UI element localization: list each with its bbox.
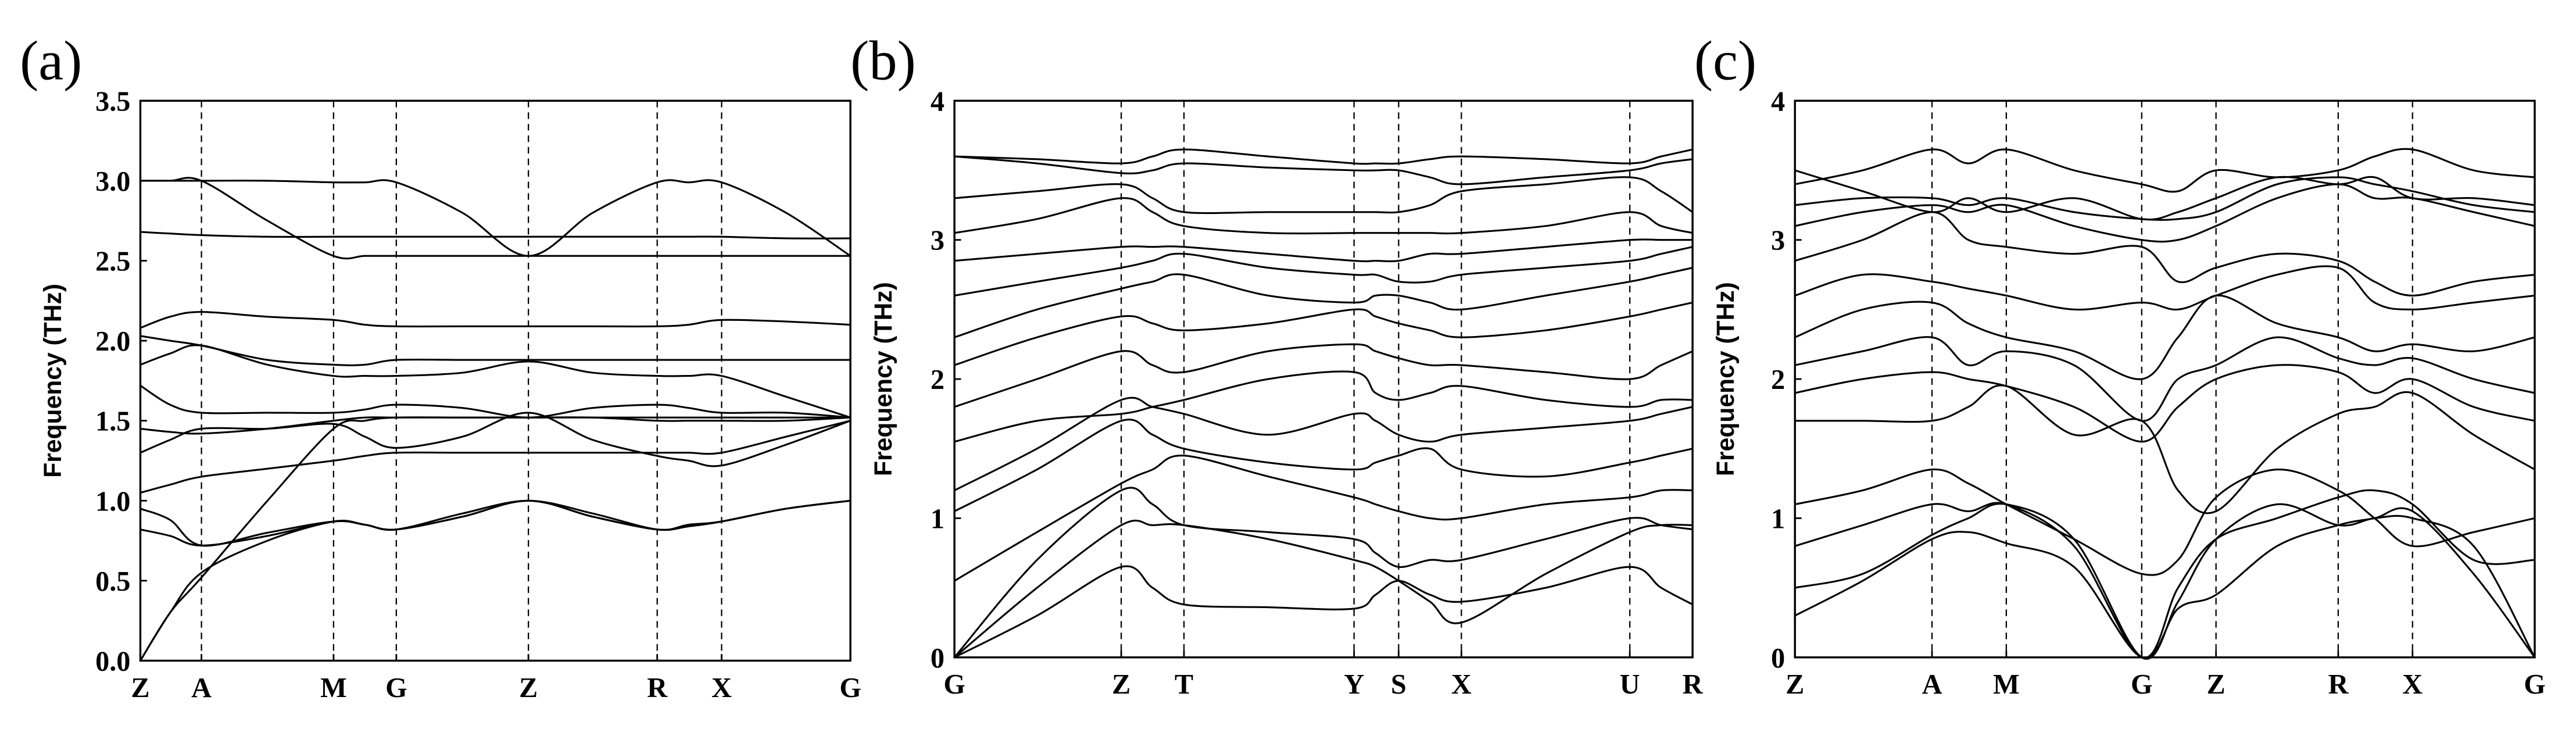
band-line bbox=[954, 267, 1693, 338]
x-tick-label: T bbox=[1175, 669, 1193, 700]
band-line bbox=[140, 177, 851, 260]
y-tick-label: 3.0 bbox=[95, 166, 130, 197]
x-tick-label: Z bbox=[1112, 669, 1130, 700]
x-tick-label: Z bbox=[1786, 669, 1804, 700]
y-tick-label: 4 bbox=[931, 86, 944, 117]
band-line bbox=[1794, 148, 2535, 193]
x-tick-label: M bbox=[320, 673, 347, 703]
x-tick-label: X bbox=[1451, 669, 1472, 700]
x-tick-label: Y bbox=[1344, 669, 1364, 700]
y-tick-label: 0 bbox=[1771, 643, 1785, 674]
band-line bbox=[139, 412, 851, 467]
band-line bbox=[1794, 507, 2536, 659]
band-line bbox=[954, 176, 1693, 215]
plot-frame bbox=[953, 99, 1694, 659]
panel-label: (a) bbox=[20, 29, 82, 91]
band-line bbox=[1795, 384, 2535, 515]
band-line bbox=[954, 565, 1693, 659]
band-line bbox=[1795, 176, 2535, 221]
plot-frame bbox=[139, 99, 851, 662]
panel-label: (c) bbox=[1694, 29, 1756, 91]
y-tick-label: 2 bbox=[1771, 365, 1785, 395]
band-line bbox=[1794, 169, 2535, 221]
x-tick-label: R bbox=[647, 673, 668, 703]
band-line bbox=[1794, 469, 2535, 576]
band-line bbox=[954, 370, 1693, 443]
band-line bbox=[140, 420, 851, 494]
x-tick-label: X bbox=[2402, 669, 2423, 700]
band-line bbox=[139, 499, 851, 547]
band-line bbox=[954, 455, 1693, 582]
y-tick-label: 4 bbox=[1771, 86, 1785, 117]
band-line bbox=[954, 396, 1693, 491]
y-tick-label: 2.5 bbox=[95, 246, 130, 277]
y-tick-label: 1 bbox=[931, 503, 944, 534]
band-line bbox=[139, 344, 851, 419]
band-line bbox=[139, 384, 851, 419]
x-tick-label: Z bbox=[131, 673, 149, 703]
band-line bbox=[140, 335, 851, 366]
x-tick-label: R bbox=[2328, 669, 2349, 700]
band-line bbox=[954, 343, 1693, 408]
band-line bbox=[954, 519, 1693, 658]
band-line bbox=[1794, 489, 2535, 659]
band-line bbox=[1794, 364, 2535, 443]
band-line bbox=[954, 246, 1693, 296]
x-tick-label: U bbox=[1620, 669, 1640, 700]
x-tick-label: R bbox=[1683, 669, 1704, 700]
x-tick-label: S bbox=[1391, 669, 1407, 700]
band-line bbox=[1794, 211, 2535, 296]
y-axis-label: Frequency (THz) bbox=[870, 282, 897, 476]
band-line bbox=[1794, 336, 2535, 422]
band-line bbox=[954, 419, 1693, 512]
y-tick-label: 3.5 bbox=[95, 86, 130, 117]
y-tick-label: 3 bbox=[931, 226, 944, 256]
y-tick-label: 0.0 bbox=[95, 646, 130, 677]
band-line bbox=[953, 487, 1693, 658]
x-tick-label: X bbox=[711, 673, 732, 703]
y-axis-label: Frequency (THz) bbox=[1712, 282, 1740, 476]
band-line bbox=[140, 179, 851, 257]
band-line bbox=[954, 301, 1693, 366]
band-line bbox=[139, 310, 851, 329]
x-tick-label: G bbox=[839, 673, 861, 703]
x-tick-label: Z bbox=[2207, 669, 2226, 700]
x-tick-label: G bbox=[2524, 669, 2546, 700]
x-tick-label: G bbox=[385, 673, 407, 703]
x-tick-label: G bbox=[2131, 669, 2153, 700]
y-tick-label: 2 bbox=[931, 365, 944, 395]
band-line bbox=[1794, 183, 2535, 243]
band-line bbox=[954, 238, 1693, 263]
band-line bbox=[954, 197, 1693, 235]
band-line bbox=[1794, 294, 2535, 380]
x-tick-label: A bbox=[191, 673, 212, 703]
x-tick-label: Z bbox=[519, 673, 538, 703]
y-tick-label: 3 bbox=[1771, 226, 1785, 256]
x-tick-label: A bbox=[1922, 669, 1942, 700]
y-tick-label: 0 bbox=[931, 643, 944, 674]
plot-frame bbox=[1794, 99, 2536, 659]
x-tick-label: G bbox=[943, 669, 965, 700]
band-line bbox=[1794, 502, 2536, 660]
y-tick-label: 1.5 bbox=[95, 406, 130, 437]
panel-label: (b) bbox=[850, 29, 916, 91]
y-tick-label: 1 bbox=[1771, 503, 1785, 534]
x-tick-label: M bbox=[1993, 669, 2020, 700]
band-line bbox=[954, 148, 1693, 165]
y-tick-label: 0.5 bbox=[95, 566, 130, 597]
band-line bbox=[140, 231, 851, 240]
band-line bbox=[1794, 265, 2535, 311]
y-axis-label: Frequency (THz) bbox=[39, 284, 67, 478]
y-tick-label: 1.0 bbox=[95, 486, 130, 517]
y-tick-label: 2.0 bbox=[95, 326, 130, 357]
band-line bbox=[954, 155, 1693, 185]
band-line bbox=[140, 416, 851, 435]
